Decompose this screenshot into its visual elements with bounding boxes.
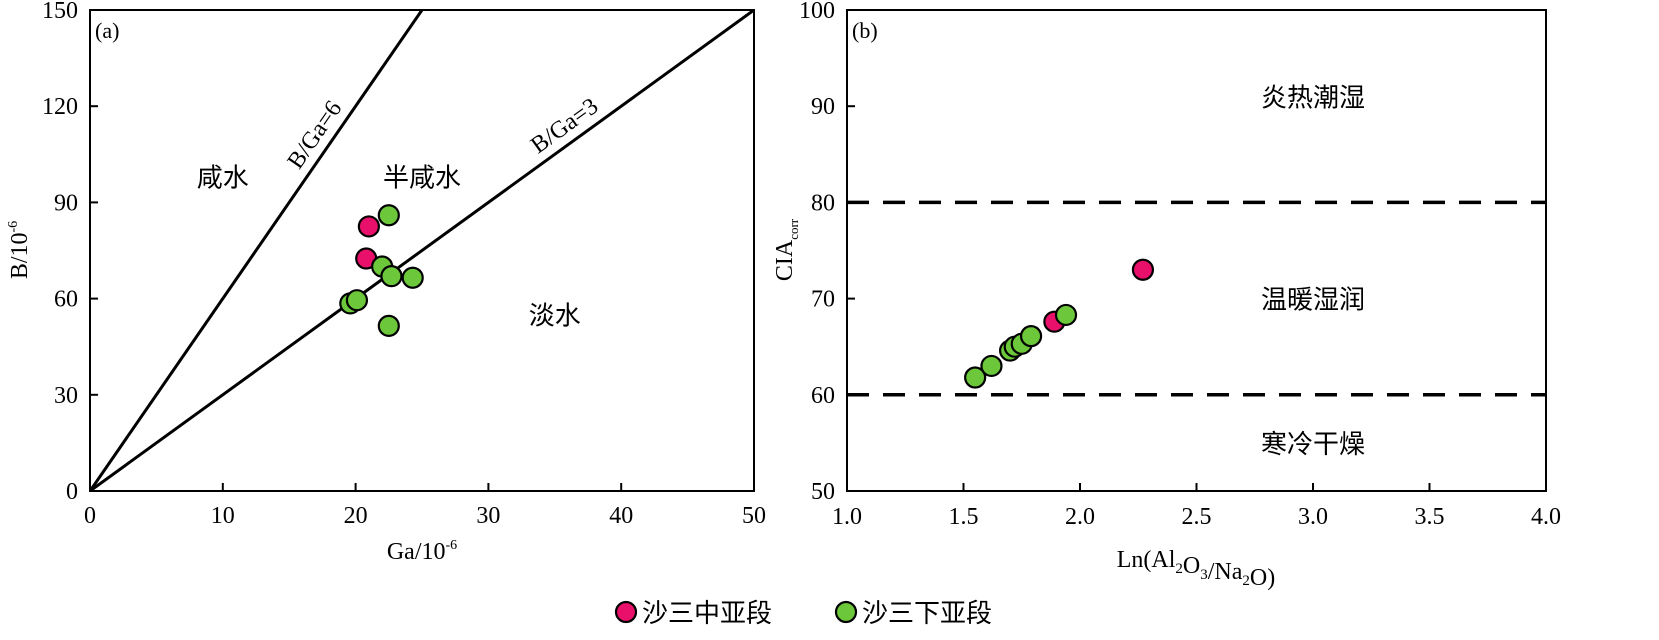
legend-item: 沙三下亚段 <box>834 599 992 629</box>
legend-label: 沙三中亚段 <box>642 599 772 629</box>
panel-label-a: (a) <box>95 18 119 43</box>
y-tick-label: 80 <box>811 190 835 216</box>
reference-lines-a <box>90 10 754 491</box>
axis-ticks-b: 1.0 1.5 2.0 2.5 3.0 3.5 4.0 50 60 70 80 90 100 <box>799 0 1561 530</box>
data-point <box>377 204 400 227</box>
y-tick-label: 30 <box>54 383 78 409</box>
y-tick-label: 70 <box>811 287 835 313</box>
y-tick-label: 90 <box>811 94 835 120</box>
y-tick-label: 120 <box>42 94 78 120</box>
x-tick-label: 0 <box>84 503 96 529</box>
data-point <box>401 266 424 289</box>
region-label: 寒冷干燥 <box>1261 430 1365 460</box>
x-axis-label-b: Ln(Al2O3/Na2O) <box>1117 547 1275 591</box>
legend: 沙三中亚段 沙三下亚段 <box>614 599 992 629</box>
y-tick-label: 0 <box>66 479 78 505</box>
data-point <box>377 314 400 337</box>
x-tick-label: 2.0 <box>1065 504 1095 530</box>
data-point <box>964 366 987 389</box>
axis-ticks-a: 0 10 20 30 40 50 0 30 60 90 120 150 <box>42 0 766 529</box>
y-axis-label-a: B/10-6 <box>6 221 33 279</box>
x-tick-label: 4.0 <box>1531 504 1561 530</box>
data-point <box>1019 325 1043 348</box>
ratio-line <box>90 10 754 491</box>
region-label: 温暖湿润 <box>1261 286 1365 316</box>
data-point <box>1054 303 1078 327</box>
x-tick-label: 30 <box>476 503 500 529</box>
y-tick-label: 150 <box>42 0 78 24</box>
y-tick-label: 50 <box>811 479 835 505</box>
x-axis-label-a: Ga/10-6 <box>387 538 457 565</box>
reference-lines-b <box>847 200 1546 397</box>
plot-frame-b <box>846 9 1547 492</box>
data-point <box>357 215 380 238</box>
x-tick-label: 1.5 <box>949 504 979 530</box>
data-point <box>345 289 369 312</box>
y-tick-label: 90 <box>54 190 78 216</box>
region-label: 淡水 <box>529 302 581 332</box>
data-point <box>380 265 403 288</box>
region-label: 炎热潮湿 <box>1261 84 1365 114</box>
chart-b: 1.0 1.5 2.0 2.5 3.0 3.5 4.0 50 60 70 80 90 100 (b) 炎… <box>772 0 1561 591</box>
legend-item: 沙三中亚段 <box>614 599 772 629</box>
data-point <box>1131 258 1155 281</box>
y-tick-label: 60 <box>54 287 78 313</box>
x-tick-label: 2.5 <box>1182 504 1212 530</box>
x-tick-label: 3.0 <box>1298 504 1328 530</box>
data-point <box>980 354 1003 378</box>
x-tick-label: 20 <box>344 503 368 529</box>
plot-frame-a <box>89 9 755 492</box>
x-tick-label: 40 <box>609 503 633 529</box>
x-tick-label: 3.5 <box>1415 504 1445 530</box>
region-label: 半咸水 <box>383 164 461 194</box>
y-tick-label: 100 <box>799 0 835 24</box>
legend-label: 沙三下亚段 <box>862 599 992 629</box>
x-tick-label: 50 <box>742 503 766 529</box>
ratio-line-label: B/Ga=6 <box>283 96 348 173</box>
x-tick-label: 10 <box>211 503 235 529</box>
region-label: 咸水 <box>197 164 249 194</box>
data-points-b <box>964 258 1155 389</box>
data-points-a <box>339 204 424 337</box>
y-axis-label-b: CIAcorr <box>772 218 801 281</box>
ratio-line <box>90 10 424 491</box>
x-tick-label: 1.0 <box>832 504 862 530</box>
panel-label-b: (b) <box>852 18 878 43</box>
legend-marker <box>614 600 638 624</box>
legend-marker <box>834 600 858 624</box>
y-tick-label: 60 <box>811 383 835 409</box>
